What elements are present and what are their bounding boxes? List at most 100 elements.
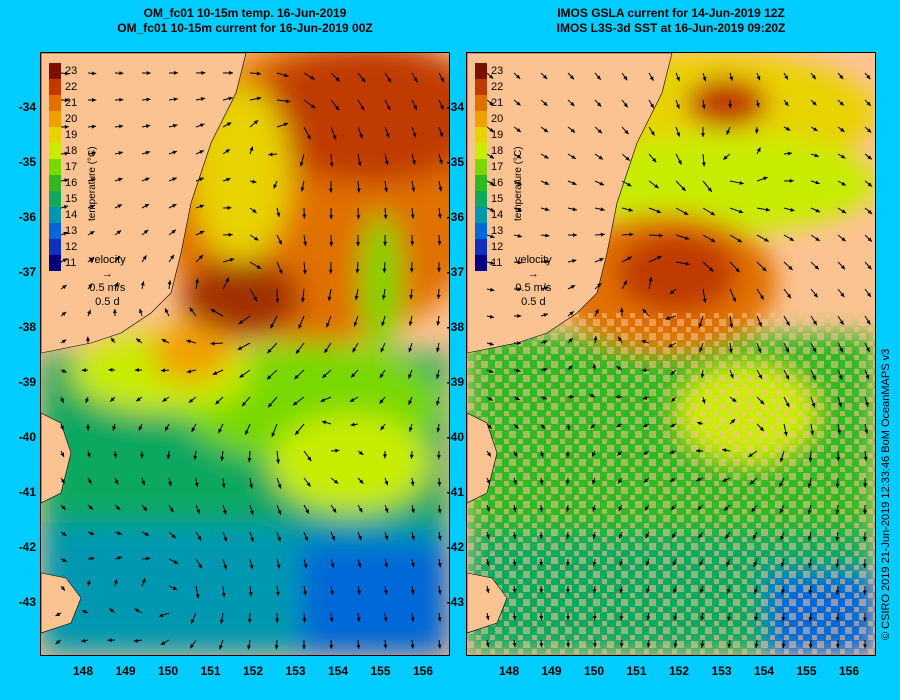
colorbar-swatch (475, 223, 487, 239)
colorbar-swatch (49, 63, 61, 79)
current-arrowhead (628, 207, 633, 212)
current-arrowhead (753, 589, 758, 594)
current-arrowhead (91, 124, 97, 129)
current-arrowhead (864, 429, 869, 434)
current-arrowhead (485, 588, 490, 593)
current-arrowhead (565, 534, 570, 539)
current-arrowhead (512, 642, 517, 648)
velocity-legend: velocity → 0.5 m/s 0.5 d (515, 253, 552, 309)
current-arrowhead (701, 132, 706, 137)
current-arrowhead (735, 267, 740, 273)
current-arrowhead (652, 157, 657, 163)
current-arrowhead (64, 178, 69, 183)
current-arrowhead (545, 259, 550, 264)
current-arrowhead (382, 454, 387, 459)
current-arrowhead (437, 482, 442, 487)
colorbar: 23 22 21 20 19 18 17 16 15 14 13 12 11 temperature (°… (47, 61, 117, 271)
current-arrowhead (785, 321, 790, 326)
current-arrowhead (489, 154, 495, 159)
current-arrowhead (276, 459, 280, 464)
colorbar-tick-label: 12 (491, 241, 503, 253)
current-arrowhead (221, 483, 226, 488)
colorbar-swatch (475, 255, 487, 271)
current-arrowhead (198, 254, 204, 260)
current-arrowhead (627, 256, 632, 261)
current-arrowhead (387, 77, 392, 83)
current-arrowhead (229, 257, 235, 262)
current-arrowhead (710, 238, 716, 242)
current-arrowhead (81, 638, 86, 643)
colorbar-swatch (475, 143, 487, 159)
current-arrowhead (237, 346, 243, 350)
current-arrowhead (437, 508, 442, 514)
current-arrowhead (670, 505, 676, 511)
current-arrowhead (253, 120, 259, 125)
current-arrowhead (409, 454, 414, 459)
right-title-line2: IMOS L3S-3d SST at 16-Jun-2019 09:20Z (556, 21, 786, 35)
current-arrowhead (784, 75, 788, 80)
current-arrowhead (488, 74, 494, 79)
current-arrowhead (515, 74, 521, 79)
current-arrowhead (146, 71, 151, 76)
current-arrowhead (597, 102, 602, 107)
current-arrowhead (225, 277, 229, 283)
current-arrowhead (253, 296, 258, 302)
current-arrowhead (86, 426, 91, 431)
current-arrowhead (673, 643, 678, 648)
current-arrowhead (114, 479, 119, 485)
current-arrowhead (381, 295, 386, 300)
current-arrowhead (197, 536, 202, 541)
current-arrowhead (87, 309, 91, 315)
current-arrowhead (383, 590, 388, 595)
current-arrowhead (593, 336, 598, 341)
current-arrowhead (241, 401, 247, 407)
current-arrowhead (307, 456, 312, 462)
current-arrowhead (863, 483, 868, 488)
current-arrowhead (570, 285, 576, 289)
current-arrowhead (145, 124, 151, 129)
x-tick-label: 156 (838, 664, 860, 678)
colorbar-title: temperature (°C) (87, 146, 98, 221)
current-arrowhead (136, 397, 141, 402)
current-arrowhead (781, 643, 786, 649)
current-arrowhead (658, 233, 663, 238)
current-arrowhead (591, 452, 596, 457)
current-arrowhead (436, 427, 441, 433)
y-tick-label: -38 (446, 320, 464, 334)
observed-sst-map: 23 22 21 20 19 18 17 16 15 14 13 12 11 temperature (°… (466, 52, 876, 656)
current-arrowhead (141, 578, 146, 583)
current-arrowhead (539, 643, 544, 648)
current-arrowhead (808, 563, 813, 568)
colorbar-swatch (49, 111, 61, 127)
current-arrowhead (383, 617, 388, 622)
current-arrowhead (295, 430, 300, 435)
current-arrowhead (283, 122, 289, 127)
current-arrowhead (284, 73, 289, 78)
current-arrowhead (589, 394, 594, 398)
current-arrowhead (812, 101, 817, 106)
current-arrowhead (228, 96, 233, 101)
current-arrowhead (81, 368, 86, 373)
current-arrowhead (617, 451, 622, 456)
current-arrowhead (763, 176, 768, 181)
current-arrowhead (190, 643, 195, 649)
x-tick-label: 154 (327, 664, 349, 678)
current-arrowhead (173, 97, 178, 102)
current-arrowhead (623, 75, 628, 81)
current-arrowhead (64, 124, 69, 129)
cloud-gaps (467, 313, 875, 655)
current-arrowhead (650, 131, 655, 136)
current-arrowhead (811, 74, 816, 80)
current-arrowhead (779, 508, 784, 514)
current-arrowhead (438, 186, 443, 192)
colorbar-tick-label: 16 (65, 177, 77, 189)
current-arrowhead (437, 617, 442, 622)
colorbar-tick-label: 13 (491, 225, 503, 237)
current-arrowhead (321, 420, 327, 425)
current-arrowhead (190, 619, 195, 624)
current-arrowhead (90, 204, 96, 209)
current-arrowhead (785, 375, 790, 380)
current-arrowhead (515, 396, 520, 400)
current-arrowhead (572, 259, 577, 263)
current-arrowhead (384, 160, 389, 166)
